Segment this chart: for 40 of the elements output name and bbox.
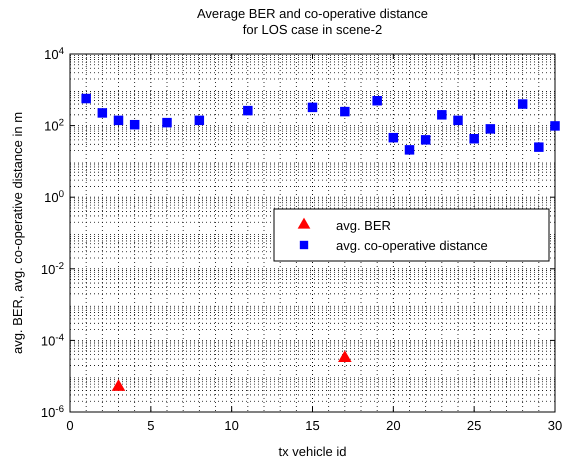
point [534, 142, 544, 152]
chart-title: Average BER and co-operative distance for LOS case in scene-2 [196, 6, 428, 37]
point [112, 379, 126, 391]
point [340, 106, 350, 116]
x-tick-label: 30 [548, 418, 562, 433]
point [98, 108, 108, 118]
y-axis-title: avg. BER, avg. co-operative distance in m [10, 112, 25, 354]
point [243, 106, 253, 116]
y-tick-label: 10$^{0}$ [44, 188, 65, 206]
point [518, 99, 528, 109]
point [550, 121, 560, 131]
x-tick-label: 0 [66, 418, 74, 433]
x-tick-label: 25 [466, 418, 482, 433]
legend-label: avg. BER [336, 218, 391, 233]
x-axis-title: tx vehicle id [278, 444, 346, 459]
y-tick-label: 10$^{-6}$ [40, 404, 64, 420]
point [469, 134, 479, 144]
point [162, 118, 172, 128]
point [308, 102, 318, 112]
point [372, 96, 382, 106]
x-tick-label: 20 [386, 418, 401, 433]
point [404, 145, 414, 155]
x-tick-label: 10 [224, 418, 239, 433]
x-tick-label: 5 [147, 418, 154, 433]
point [420, 135, 430, 145]
x-tick-label: 15 [305, 418, 320, 433]
point [486, 124, 496, 134]
point [130, 120, 140, 130]
y-tick-label: 10$^{-4}$ [40, 332, 65, 348]
point [437, 110, 447, 120]
y-tick-label: 10$^{4}$ [44, 46, 65, 62]
point [114, 116, 124, 126]
point [81, 94, 91, 104]
point [453, 116, 463, 126]
point [338, 350, 352, 362]
point [194, 116, 204, 126]
y-tick-label: 10$^{2}$ [44, 117, 64, 134]
y-tick-label: 10$^{-2}$ [40, 260, 64, 277]
point [388, 132, 398, 142]
legend-label: avg. co-operative distance [336, 238, 488, 253]
